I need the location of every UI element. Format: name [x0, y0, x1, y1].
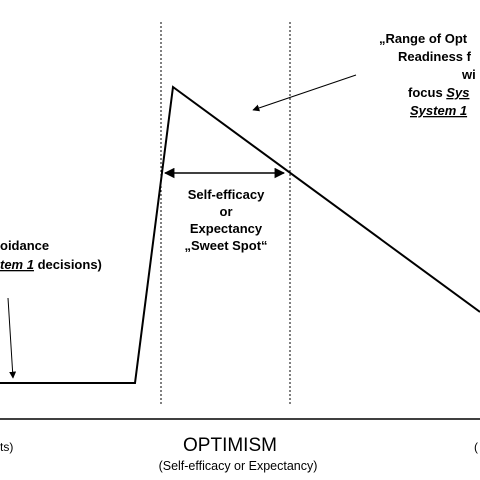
annotation-left-line1: oidance: [0, 238, 49, 253]
sweet-spot-line1: Self-efficacy: [188, 187, 265, 202]
annotation-right-line5: System 1: [410, 103, 467, 118]
annotation-right-line4-prefix: focus: [408, 85, 446, 100]
annotation-left-line2-suffix: decisions): [34, 257, 102, 272]
sweet-spot-line3: Expectancy: [190, 221, 263, 236]
annotation-right: „Range of Opt Readiness f wi focus Sys S…: [379, 31, 476, 118]
annotation-right-line4: focus Sys: [408, 85, 469, 100]
annotation-right-line1: „Range of Opt: [379, 31, 468, 46]
optimism-curve: [0, 85, 480, 384]
sweet-spot-line2: or: [220, 204, 233, 219]
sweet-spot-label: Self-efficacy or Expectancy „Sweet Spot“: [184, 187, 267, 253]
x-axis-left-fragment: ts): [0, 440, 13, 454]
avoidance-pointer-arrow: [7, 297, 17, 379]
annotation-right-line3: wi: [461, 67, 476, 82]
annotation-right-line4-italic: Sys: [446, 85, 469, 100]
peak-pointer-arrow: [252, 74, 357, 112]
annotation-left-line2-italic: tem 1: [0, 257, 34, 272]
x-axis-subtitle: (Self-efficacy or Expectancy): [159, 459, 318, 473]
sweet-spot-line4: „Sweet Spot“: [184, 238, 267, 253]
annotation-left-line2: tem 1 decisions): [0, 257, 102, 272]
annotation-right-line2: Readiness f: [398, 49, 472, 64]
x-axis-title: OPTIMISM: [183, 435, 277, 456]
annotation-left: oidance tem 1 decisions): [0, 238, 102, 272]
x-axis-right-fragment: (: [474, 440, 478, 454]
